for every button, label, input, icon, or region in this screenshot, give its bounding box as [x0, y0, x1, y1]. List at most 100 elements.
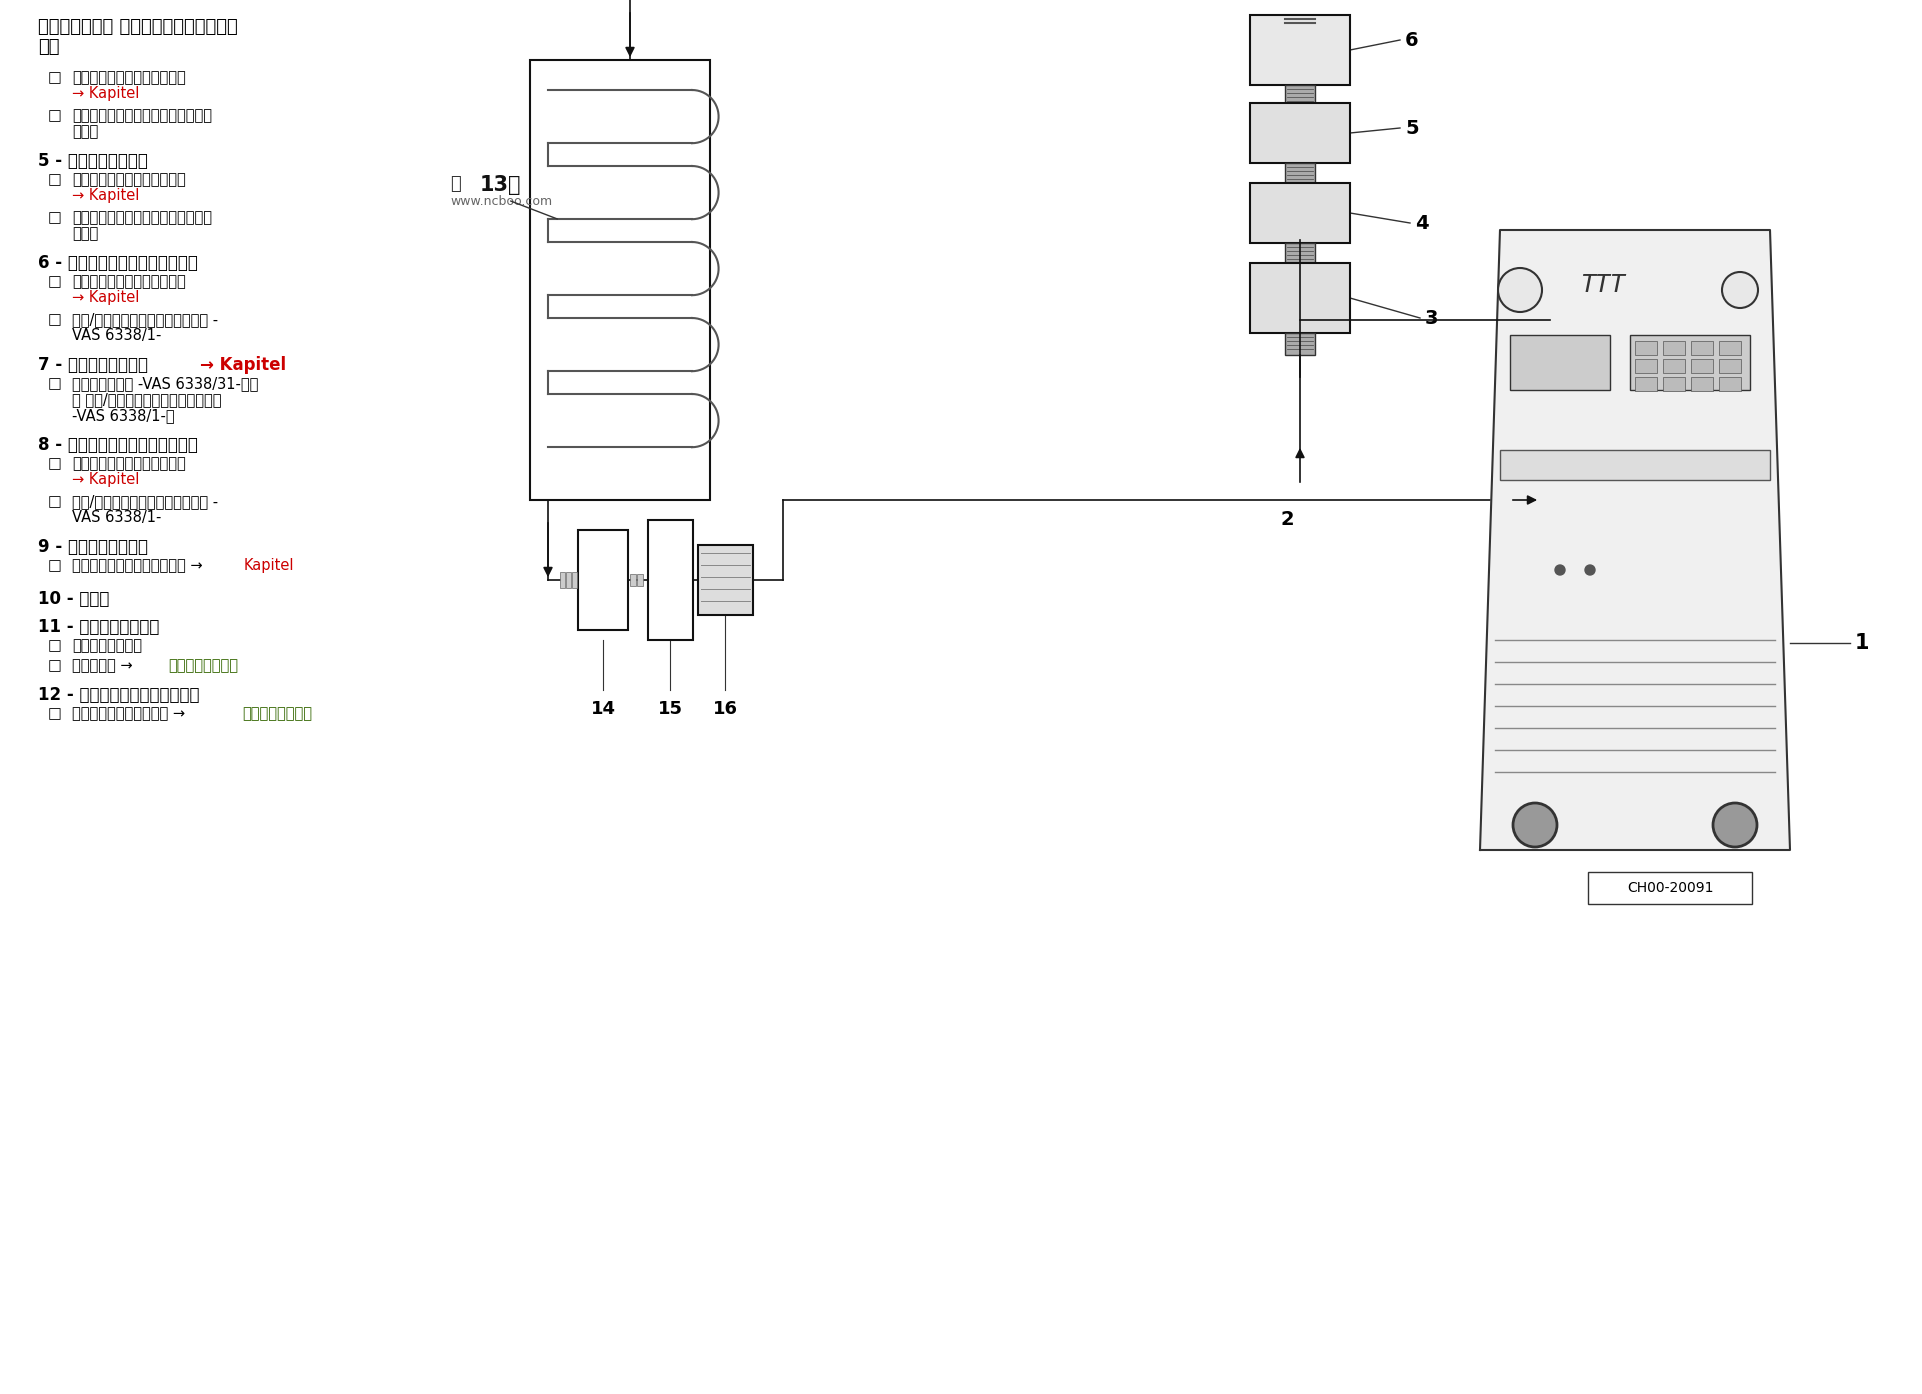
Text: 16: 16 — [713, 700, 738, 718]
Bar — [1663, 376, 1686, 390]
Text: □: □ — [48, 171, 62, 187]
Text: 管路上: 管路上 — [71, 124, 98, 139]
Bar — [1499, 450, 1770, 480]
Text: 8 - 跨接已拆下集液器的适配接头: 8 - 跨接已拆下集液器的适配接头 — [38, 436, 198, 454]
Text: 根据车型不同，有不同的型号: 根据车型不同，有不同的型号 — [71, 171, 186, 187]
Text: 9 - 连接集液器的接头: 9 - 连接集液器的接头 — [38, 538, 148, 556]
Bar — [648, 520, 694, 640]
Bar — [636, 574, 644, 585]
Text: □: □ — [48, 558, 62, 573]
Text: □: □ — [48, 312, 62, 328]
Bar — [1286, 243, 1315, 263]
Text: 管路上: 管路上 — [71, 226, 98, 241]
Text: → Kapitel: → Kapitel — [71, 188, 140, 204]
Bar — [1663, 342, 1686, 355]
Bar — [698, 545, 753, 615]
Bar — [1718, 376, 1741, 390]
Text: 根据车型不同，有不同的型号: 根据车型不同，有不同的型号 — [71, 275, 186, 289]
Text: □: □ — [48, 658, 62, 673]
Text: 7 - 制冷剂的加注软管: 7 - 制冷剂的加注软管 — [38, 355, 154, 374]
Text: → Kapitel: → Kapitel — [71, 473, 140, 487]
Text: □: □ — [48, 107, 62, 123]
Text: 自 大众/奥迪轿车成套工具适配接头组: 自 大众/奥迪轿车成套工具适配接头组 — [71, 392, 221, 407]
Text: 例如：加注软管 -VAS 6338/31-（来: 例如：加注软管 -VAS 6338/31-（来 — [71, 376, 258, 390]
Text: 大众/奥迪轿车成套工具适配接头组 -: 大众/奥迪轿车成套工具适配接头组 - — [71, 312, 217, 328]
Text: TTT: TTT — [1580, 273, 1624, 297]
Bar — [1718, 342, 1741, 355]
Text: 15: 15 — [657, 700, 682, 718]
Text: □: □ — [48, 705, 62, 721]
Text: 12 - 在制冷剂管路上的螺栓连接: 12 - 在制冷剂管路上的螺栓连接 — [38, 686, 200, 704]
Bar — [1636, 360, 1657, 374]
Text: 接头: 接头 — [38, 38, 60, 56]
Bar — [573, 572, 577, 588]
Bar — [1286, 163, 1315, 183]
Text: 根据车型不同，有不同的型号: 根据车型不同，有不同的型号 — [71, 456, 186, 471]
Text: 10 - 蒸发器: 10 - 蒸发器 — [38, 590, 110, 608]
Text: → Kapitel: → Kapitel — [71, 290, 140, 305]
Text: 牛: 牛 — [450, 176, 461, 192]
Text: 6 - 跨接已拆下集液器的适配接头: 6 - 跨接已拆下集液器的适配接头 — [38, 254, 198, 272]
Text: VAS 6338/1-: VAS 6338/1- — [71, 510, 161, 526]
Text: 2: 2 — [1280, 510, 1294, 528]
Text: 根据车型不同，有不同的型号 →: 根据车型不同，有不同的型号 → — [71, 558, 208, 573]
Bar — [1280, 15, 1320, 26]
Text: 根据车型不同，有不同的型号: 根据车型不同，有不同的型号 — [71, 70, 186, 85]
Bar — [630, 574, 636, 585]
Bar — [559, 572, 565, 588]
Bar — [579, 530, 628, 630]
Text: 3: 3 — [1424, 308, 1438, 328]
Polygon shape — [1480, 230, 1789, 850]
Text: □: □ — [48, 275, 62, 289]
Text: 暖风装置、空调器: 暖风装置、空调器 — [167, 658, 238, 673]
Text: □: □ — [48, 638, 62, 652]
Bar — [1249, 183, 1349, 243]
Circle shape — [1586, 565, 1595, 574]
Text: Kapitel: Kapitel — [244, 558, 294, 573]
Bar — [1630, 335, 1751, 390]
Bar — [1286, 333, 1315, 355]
Text: 制冷剂循环回路 上连接低压端接头的适配: 制冷剂循环回路 上连接低压端接头的适配 — [38, 18, 238, 36]
Bar — [1691, 342, 1713, 355]
Text: www.ncboo.com: www.ncboo.com — [450, 195, 552, 208]
Bar — [565, 572, 571, 588]
Text: 暖风装置、空调器: 暖风装置、空调器 — [242, 705, 311, 721]
Bar — [1286, 85, 1315, 103]
Text: □: □ — [48, 493, 62, 509]
Bar — [1636, 342, 1657, 355]
Text: → Kapitel: → Kapitel — [200, 355, 286, 374]
Bar — [1249, 15, 1349, 85]
FancyBboxPatch shape — [1588, 873, 1753, 903]
Text: CH00-20091: CH00-20091 — [1626, 881, 1713, 895]
Text: 6: 6 — [1405, 31, 1418, 50]
Text: 在连接空调压缩机到集液器的制冷剂: 在连接空调压缩机到集液器的制冷剂 — [71, 210, 211, 224]
Text: 大众/奥迪轿车成套工具适配接头箱 -: 大众/奥迪轿车成套工具适配接头箱 - — [71, 493, 217, 509]
Bar — [1636, 376, 1657, 390]
Text: □: □ — [48, 456, 62, 471]
Bar — [1511, 335, 1611, 390]
Text: 11 - 节流管的安装位置: 11 - 节流管的安装位置 — [38, 618, 160, 636]
Circle shape — [1722, 272, 1759, 308]
Bar — [1691, 360, 1713, 374]
Text: VAS 6338/1-: VAS 6338/1- — [71, 328, 161, 343]
Bar — [1718, 360, 1741, 374]
Bar — [530, 60, 709, 500]
Text: 在拆下节流管后重新拧紧 →: 在拆下节流管后重新拧紧 → — [71, 705, 190, 721]
Text: 4: 4 — [1415, 213, 1428, 233]
Bar — [1691, 376, 1713, 390]
Bar — [1249, 263, 1349, 333]
Text: 13宝: 13宝 — [480, 176, 521, 195]
Circle shape — [1497, 268, 1541, 312]
Text: 14: 14 — [590, 700, 615, 718]
Circle shape — [1713, 803, 1757, 848]
Text: 5: 5 — [1405, 118, 1418, 138]
Text: □: □ — [48, 210, 62, 224]
Text: 拆卸节流管 →: 拆卸节流管 → — [71, 658, 136, 673]
Circle shape — [1513, 803, 1557, 848]
Text: 在连接空调压缩机到集液器的制冷剂: 在连接空调压缩机到集液器的制冷剂 — [71, 107, 211, 123]
Text: → Kapitel: → Kapitel — [71, 86, 140, 100]
Bar — [1663, 360, 1686, 374]
Text: □: □ — [48, 376, 62, 390]
Bar — [1249, 103, 1349, 163]
Circle shape — [1555, 565, 1565, 574]
